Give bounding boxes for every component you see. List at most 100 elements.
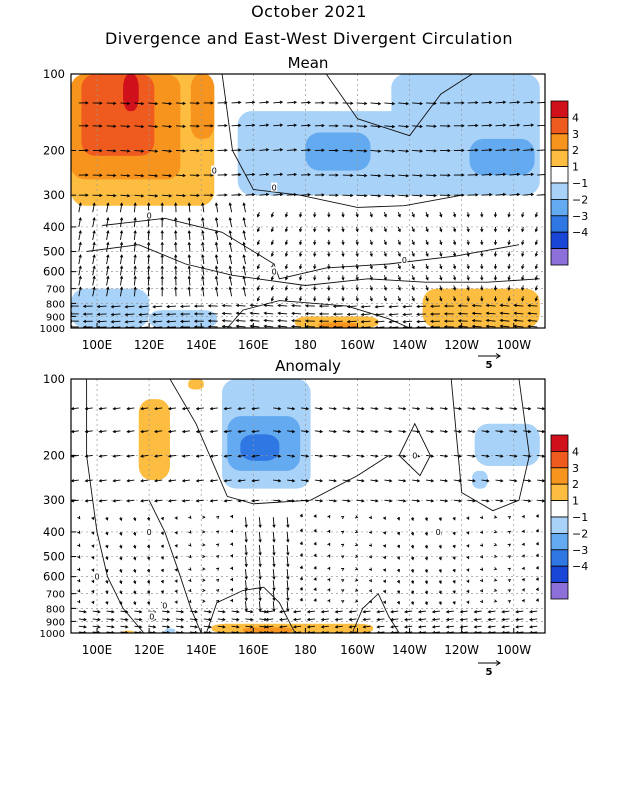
wind-vector — [238, 430, 246, 433]
wind-vector — [439, 479, 448, 482]
wind-vector-head — [230, 514, 233, 519]
wind-vector — [127, 479, 135, 482]
wind-vector — [293, 625, 302, 628]
wind-vector — [328, 479, 337, 482]
wind-vector-head — [327, 598, 331, 603]
wind-vector-head — [279, 172, 284, 177]
wind-vector-head — [424, 557, 428, 561]
wind-vector-head — [313, 541, 317, 546]
wind-vector — [120, 125, 130, 128]
wind-vector — [474, 618, 482, 621]
wind-vector — [188, 254, 191, 265]
wind-vector-head — [97, 610, 101, 614]
wind-vector-head — [521, 228, 525, 233]
wind-vector-head — [224, 173, 228, 177]
wind-vector-head — [126, 194, 131, 198]
wind-vector-head — [521, 588, 525, 592]
wind-vector-head — [452, 590, 456, 594]
wind-vector — [523, 407, 531, 410]
wind-vector-head — [256, 265, 260, 270]
wind-vector-head — [534, 287, 538, 291]
wind-vector-head — [119, 275, 124, 280]
x-tick-label: 120E — [134, 338, 165, 352]
wind-vector — [202, 254, 205, 265]
x-tick-label: 180 — [294, 338, 317, 352]
wind-vector-head — [126, 454, 130, 458]
wind-vector — [92, 610, 100, 613]
wind-vector — [370, 430, 378, 433]
wind-vector-head — [298, 214, 303, 218]
wind-vector-head — [425, 265, 429, 270]
wind-vector — [141, 430, 149, 433]
wind-vector-head — [405, 149, 410, 153]
wind-vector — [243, 217, 246, 228]
wind-vector-head — [521, 241, 525, 246]
wind-vector — [370, 407, 378, 410]
wind-vector-head — [113, 101, 117, 105]
wind-vector — [509, 407, 517, 410]
wind-vector-head — [277, 311, 281, 315]
wind-vector-head — [119, 517, 123, 522]
colorbar-swatch — [550, 166, 569, 184]
wind-vector-head — [319, 454, 324, 458]
wind-vector-head — [438, 556, 442, 561]
wind-vector — [453, 479, 462, 482]
wind-vector-head — [307, 100, 311, 105]
wind-vector — [224, 455, 232, 457]
wind-vector — [467, 479, 475, 482]
wind-vector-head — [397, 228, 401, 233]
wind-vector-head — [327, 228, 331, 233]
wind-vector-head — [242, 241, 246, 246]
wind-vector — [412, 194, 423, 197]
wind-vector-head — [500, 454, 504, 458]
wind-vector-head — [335, 148, 339, 153]
wind-vector — [78, 254, 82, 265]
wind-vector — [384, 125, 395, 128]
wind-vector — [287, 101, 297, 104]
wind-vector-head — [265, 625, 269, 629]
wind-vector — [474, 610, 482, 613]
wind-vector-head — [125, 625, 129, 629]
wind-vector-head — [493, 515, 498, 519]
wind-vector — [245, 101, 255, 104]
wind-vector — [273, 407, 281, 410]
wind-vector — [426, 194, 436, 197]
wind-vector-head — [299, 541, 303, 545]
wind-vector-head — [166, 312, 170, 317]
wind-vector-head — [466, 600, 470, 605]
wind-vector — [300, 455, 309, 457]
shaded-pos1 — [138, 399, 170, 481]
wind-vector — [384, 479, 392, 482]
contour-label: 0 — [212, 167, 217, 176]
wind-vector — [328, 407, 337, 410]
wind-vector-head — [166, 610, 171, 614]
wind-vector-head — [416, 319, 420, 324]
wind-vector — [273, 499, 281, 502]
wind-vector — [245, 590, 247, 601]
wind-vector-head — [99, 173, 103, 177]
wind-vector — [287, 149, 297, 151]
wind-vector-head — [417, 617, 422, 622]
wind-vector-head — [133, 241, 137, 246]
wind-vector — [389, 313, 399, 316]
wind-vector — [404, 618, 413, 621]
wind-vector-head — [291, 454, 296, 458]
wind-vector — [85, 455, 93, 457]
wind-vector-head — [188, 515, 192, 519]
panel-frame — [70, 73, 546, 329]
wind-vector-head — [402, 305, 406, 309]
wind-vector — [106, 217, 109, 228]
colorbar-swatch — [550, 149, 569, 167]
wind-vector-head — [77, 600, 81, 604]
wind-vector — [134, 610, 142, 613]
wind-vector — [486, 304, 496, 307]
wind-vector — [236, 325, 246, 328]
wind-vector-head — [354, 599, 359, 603]
wind-vector-head — [541, 454, 545, 458]
wind-vector-head — [140, 454, 144, 458]
wind-vector — [529, 625, 538, 628]
wind-vector-head — [202, 554, 206, 559]
wind-vector-head — [210, 193, 214, 197]
